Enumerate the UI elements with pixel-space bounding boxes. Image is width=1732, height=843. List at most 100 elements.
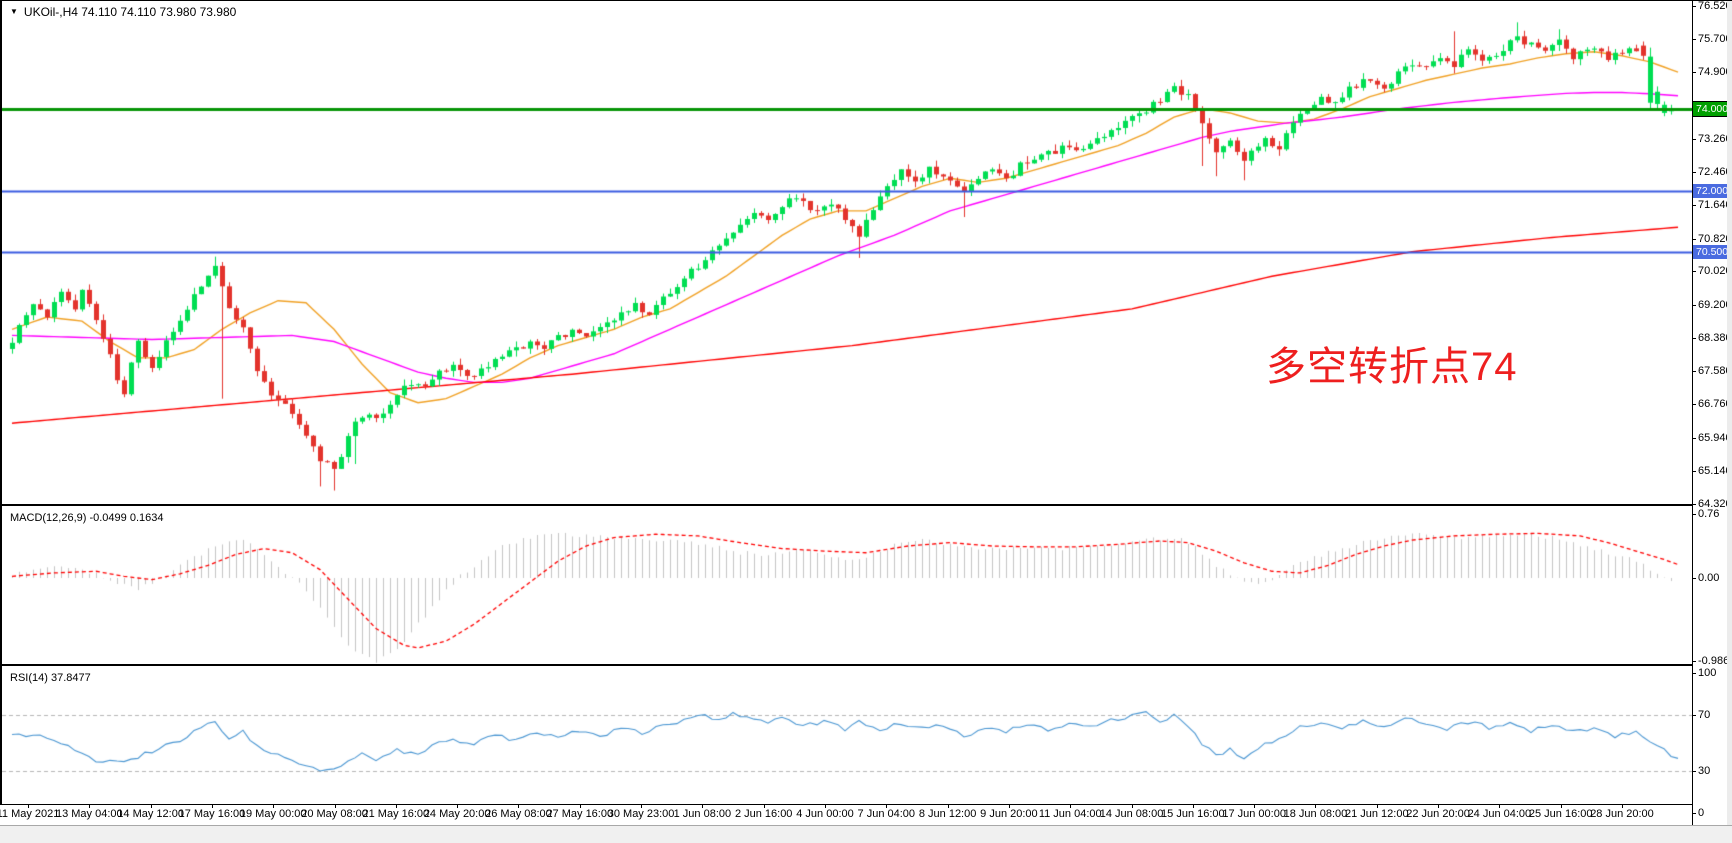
- time-axis-label: 21 Jun 12:00: [1344, 808, 1409, 820]
- chart-dropdown-icon[interactable]: ▼: [10, 7, 18, 16]
- main-price-label: 72.460: [1698, 166, 1732, 178]
- time-axis-tick: [1560, 804, 1562, 808]
- time-axis-label: 14 May 12:00: [117, 808, 184, 820]
- time-axis-tick: [211, 804, 213, 808]
- main-price-label: 65.140: [1698, 465, 1732, 477]
- time-axis-tick: [886, 804, 888, 808]
- main-price-tick: [1692, 239, 1696, 240]
- time-axis-tick: [1315, 804, 1317, 808]
- time-axis[interactable]: 11 May 2021 13 May 04:00 14 May 12:00 17 Ma…: [0, 804, 1692, 825]
- time-axis-label: 19 May 00:00: [239, 808, 307, 820]
- main-price-label: 70.020: [1698, 265, 1732, 277]
- price-level-badge: 70.500: [1693, 245, 1728, 259]
- macd-value-tick: [1692, 514, 1696, 515]
- time-axis-label: 24 May 20:00: [423, 808, 491, 820]
- time-axis-tick: [702, 804, 704, 808]
- candlestick-chart-canvas[interactable]: [2, 1, 1692, 504]
- rsi-label: RSI(14) 37.8477: [10, 672, 91, 684]
- main-price-label: 76.520: [1698, 0, 1732, 12]
- time-axis-label: 7 Jun 04:00: [857, 808, 916, 820]
- price-level-badge: 74.000: [1692, 101, 1728, 117]
- main-price-tick: [1692, 504, 1696, 505]
- main-price-label: 66.760: [1698, 398, 1732, 410]
- time-axis-label: 24 Jun 04:00: [1467, 808, 1532, 820]
- main-price-tick: [1692, 271, 1696, 272]
- main-price-tick: [1692, 338, 1696, 339]
- rsi-value-tick: [1692, 715, 1696, 716]
- main-price-tick: [1692, 371, 1696, 372]
- main-price-tick: [1692, 404, 1696, 405]
- main-price-tick: [1692, 139, 1696, 140]
- macd-indicator-panel: MACD(12,26,9) -0.0499 0.1634: [0, 506, 1692, 666]
- window-bottom-strip: [0, 825, 1732, 843]
- main-price-label: 74.900: [1698, 66, 1732, 78]
- macd-value-label: 0.00: [1698, 572, 1720, 584]
- macd-value-tick: [1692, 661, 1696, 662]
- main-price-tick: [1692, 39, 1696, 40]
- annotation-text: 多空转折点74: [1266, 345, 1518, 389]
- time-axis-label: 27 May 16:00: [546, 808, 614, 820]
- main-price-label: 65.940: [1698, 432, 1732, 444]
- time-axis-label: 26 May 08:00: [485, 808, 552, 820]
- rsi-value-tick: [1692, 673, 1696, 674]
- time-axis-tick: [1499, 804, 1501, 808]
- time-axis-tick: [89, 804, 91, 808]
- window-right-strip: [1727, 1, 1732, 825]
- main-price-label: 69.200: [1698, 299, 1732, 311]
- rsi-value-label: 100: [1698, 667, 1717, 679]
- rsi-value-label: 0: [1698, 807, 1705, 819]
- time-axis-label: 17 Jun 00:00: [1222, 808, 1286, 820]
- main-price-tick: [1692, 172, 1696, 173]
- time-axis-label: 1 Jun 08:00: [673, 808, 732, 820]
- time-axis-label: 21 May 16:00: [362, 808, 430, 820]
- time-axis-tick: [579, 804, 581, 808]
- macd-value-label: 0.76: [1698, 508, 1720, 520]
- main-price-tick: [1692, 205, 1696, 206]
- time-axis-tick: [763, 804, 765, 808]
- macd-value-label: -0.9862: [1698, 655, 1732, 667]
- symbol-ohlc-label: UKOil-,H4 74.110 74.110 73.980 73.980: [23, 5, 237, 19]
- rsi-chart-canvas[interactable]: [2, 666, 1692, 804]
- time-axis-label: 8 Jun 12:00: [918, 808, 977, 820]
- main-price-label: 70.820: [1698, 233, 1732, 245]
- main-price-label: 75.700: [1698, 33, 1732, 45]
- time-axis-label: 18 Jun 08:00: [1283, 808, 1348, 820]
- macd-chart-canvas[interactable]: [2, 506, 1692, 664]
- main-price-tick: [1692, 438, 1696, 439]
- time-axis-label: 25 Jun 16:00: [1528, 808, 1593, 820]
- main-price-label: 71.640: [1698, 199, 1732, 211]
- time-axis-label: 14 Jun 08:00: [1099, 808, 1164, 820]
- main-price-tick: [1692, 72, 1696, 73]
- time-axis-tick: [1131, 804, 1133, 808]
- time-axis-tick: [273, 804, 275, 808]
- time-axis-label: 13 May 04:00: [55, 808, 123, 820]
- time-axis-label: 2 Jun 16:00: [734, 808, 793, 820]
- time-axis-label: 15 Jun 16:00: [1161, 808, 1225, 820]
- rsi-value-label: 30: [1698, 765, 1711, 777]
- rsi-indicator-panel: RSI(14) 37.8477: [0, 666, 1692, 805]
- time-axis-tick: [1254, 804, 1256, 808]
- time-axis-tick: [1192, 804, 1194, 808]
- macd-label: MACD(12,26,9) -0.0499 0.1634: [10, 512, 164, 524]
- time-axis-label: 11 May 2021: [0, 808, 60, 820]
- time-axis-label: 22 Jun 20:00: [1406, 808, 1470, 820]
- main-price-label: 68.380: [1698, 332, 1732, 344]
- price-axis[interactable]: 76.520 75.700 74.900 73.260 72.460 71.640 70.8…: [1692, 1, 1732, 825]
- time-axis-tick: [1438, 804, 1440, 808]
- time-axis-tick: [457, 804, 459, 808]
- time-axis-tick: [518, 804, 520, 808]
- time-axis-tick: [334, 804, 336, 808]
- time-axis-tick: [1070, 804, 1072, 808]
- time-axis-tick: [28, 804, 29, 808]
- main-price-label: 67.580: [1698, 365, 1732, 377]
- main-price-label: 64.320: [1698, 498, 1732, 510]
- price-level-badge: 72.000: [1693, 184, 1728, 198]
- time-axis-tick: [1008, 804, 1010, 808]
- time-axis-label: 28 Jun 20:00: [1590, 808, 1654, 820]
- time-axis-label: 17 May 16:00: [178, 808, 246, 820]
- time-axis-label: 4 Jun 00:00: [796, 808, 854, 820]
- rsi-value-tick: [1692, 771, 1696, 772]
- time-axis-label: 20 May 08:00: [301, 808, 368, 820]
- time-axis-label: 11 Jun 04:00: [1038, 808, 1102, 820]
